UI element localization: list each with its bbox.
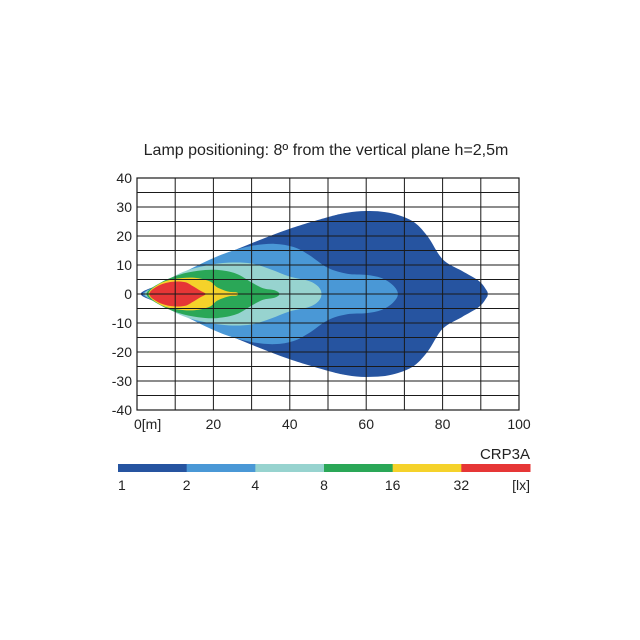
legend-tick-label: 8	[320, 477, 328, 493]
y-tick-label: -20	[112, 344, 132, 360]
legend-band-4lx	[255, 464, 325, 472]
legend-band-16lx	[392, 464, 462, 472]
legend-band-8lx	[324, 464, 394, 472]
x-tick-label: 20	[206, 416, 222, 432]
legend-band-32lx	[461, 464, 531, 472]
model-label: CRP3A	[480, 446, 530, 463]
legend-tick-label: 1	[118, 477, 126, 493]
lux-legend: 1 2 4 8 16 32 [lx]	[118, 464, 531, 493]
x-tick-label: 0[m]	[134, 416, 161, 432]
legend-band-1lx	[118, 464, 188, 472]
chart-title: Lamp positioning: 8º from the vertical p…	[144, 142, 509, 159]
y-tick-label: -30	[112, 373, 132, 389]
y-tick-label: 40	[116, 170, 132, 186]
y-tick-label: 20	[116, 228, 132, 244]
legend-tick-label: 16	[385, 477, 401, 493]
legend-unit: [lx]	[512, 477, 530, 493]
x-tick-label: 100	[507, 416, 531, 432]
x-tick-label: 60	[358, 416, 374, 432]
x-tick-label: 40	[282, 416, 298, 432]
legend-tick-label: 4	[251, 477, 259, 493]
plot-frame	[136, 177, 520, 411]
y-tick-label: -40	[112, 402, 132, 418]
legend-tick-label: 32	[454, 477, 470, 493]
y-tick-label: 30	[116, 199, 132, 215]
legend-tick-label: 2	[183, 477, 191, 493]
legend-band-2lx	[186, 464, 256, 472]
y-tick-label: 0	[124, 286, 132, 302]
x-tick-label: 80	[435, 416, 451, 432]
y-tick-label: 10	[116, 257, 132, 273]
y-tick-label: -10	[112, 315, 132, 331]
